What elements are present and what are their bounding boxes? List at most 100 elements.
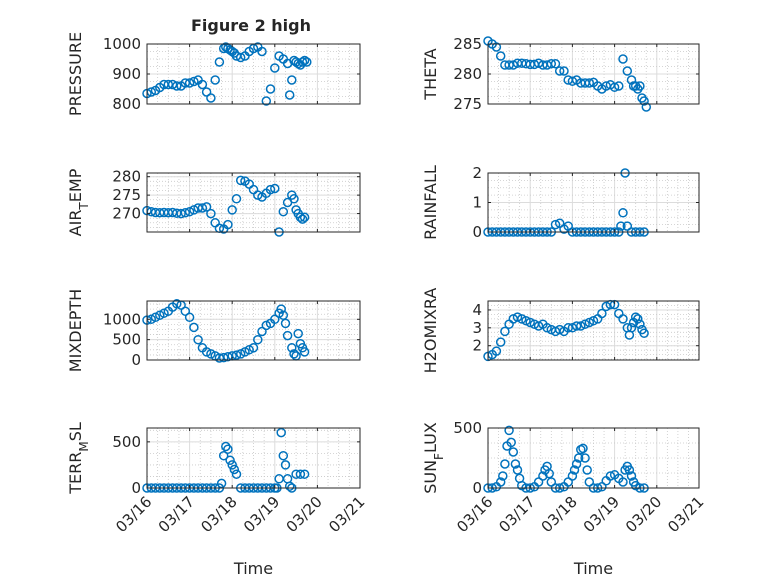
data-point (218, 450, 229, 461)
axes-box (146, 427, 361, 489)
y-tick-label: 0 (131, 479, 141, 497)
data-point (180, 208, 191, 218)
data-point (276, 304, 286, 314)
data-point (206, 208, 216, 219)
data-point (180, 306, 191, 316)
x-axis-label: Time (233, 559, 273, 578)
data-point (184, 312, 195, 323)
data-point (624, 465, 635, 475)
data-point (284, 481, 295, 491)
subplot-6: 234 H2OMIXRA (421, 288, 700, 374)
data-point (525, 317, 535, 328)
subplot-1: 800 900 1000 PRESSURE (66, 32, 361, 116)
data-point (231, 469, 242, 479)
data-series (142, 42, 312, 106)
data-series (142, 175, 310, 237)
data-point (573, 453, 584, 463)
data-point (265, 184, 276, 195)
data-point (280, 460, 291, 470)
data-series (142, 299, 310, 363)
data-point (280, 318, 291, 329)
data-point (223, 219, 233, 230)
data-point (533, 321, 544, 331)
data-point (257, 46, 267, 57)
y-tick-label: 4 (472, 301, 482, 319)
data-point (635, 319, 645, 329)
data-point (276, 427, 286, 438)
data-point (584, 78, 595, 88)
data-point (180, 78, 191, 88)
y-tick-label: 0 (472, 223, 482, 241)
data-point (506, 437, 516, 448)
data-point (235, 52, 246, 63)
data-point (500, 459, 510, 469)
data-point (567, 471, 578, 481)
data-point (639, 328, 649, 338)
data-point (504, 425, 514, 436)
subplot-5: 0 500 1000 MIXDEPTH (66, 289, 361, 372)
x-axis-label: Time (573, 559, 613, 578)
data-point (227, 205, 237, 215)
data-point (231, 194, 242, 204)
figure-title: Figure 2 high (191, 16, 311, 35)
data-point (500, 326, 510, 337)
data-point (302, 57, 312, 67)
data-point (253, 334, 263, 345)
data-point (284, 90, 295, 100)
data-point (231, 350, 242, 360)
data-point (618, 54, 628, 64)
y-tick-label: 280 (112, 168, 141, 186)
data-point (289, 194, 299, 204)
data-point (639, 96, 649, 106)
data-point (495, 477, 506, 487)
axes-box (146, 172, 361, 233)
data-point (554, 324, 565, 335)
data-point (201, 202, 212, 212)
data-point (495, 337, 506, 347)
y-axis-label: SUNFLUX (421, 422, 446, 494)
data-point (210, 75, 220, 85)
data-point (225, 455, 235, 466)
axes-box (487, 427, 700, 489)
y-axis-label: RAINFALL (421, 165, 440, 240)
data-point (189, 76, 199, 87)
data-point (512, 312, 523, 322)
data-point (571, 321, 582, 331)
y-tick-label: 900 (112, 65, 141, 83)
data-point (569, 465, 580, 475)
data-point (544, 468, 554, 479)
data-point (622, 66, 633, 76)
subplot-4: 0 1 2 RAINFALL (421, 164, 700, 241)
y-tick-label: 1 (472, 194, 482, 212)
data-point (257, 326, 267, 337)
y-tick-label: 500 (453, 419, 482, 437)
data-point (576, 321, 586, 331)
data-point (223, 444, 233, 454)
data-point (295, 212, 306, 223)
y-axis-label: PRESSURE (66, 32, 85, 116)
data-point (223, 351, 233, 362)
data-point (172, 81, 182, 91)
data-point (214, 57, 225, 67)
data-point (261, 96, 272, 106)
axes-box (487, 300, 700, 361)
y-axis-label: H2OMIXRA (421, 288, 440, 374)
data-point (512, 465, 523, 475)
subplot-2: 275 280 285 THETA (421, 35, 700, 113)
data-point (550, 59, 561, 69)
data-point (293, 328, 303, 339)
data-point (265, 84, 276, 94)
y-tick-label: 500 (112, 433, 141, 451)
y-tick-label: 2 (472, 164, 482, 182)
data-point (582, 465, 592, 475)
data-point (563, 323, 573, 333)
data-point (533, 58, 544, 68)
data-point (270, 314, 280, 325)
data-point (235, 175, 246, 186)
data-point (287, 75, 297, 85)
data-point (491, 42, 502, 52)
data-point (287, 343, 297, 353)
data-point (297, 57, 308, 67)
